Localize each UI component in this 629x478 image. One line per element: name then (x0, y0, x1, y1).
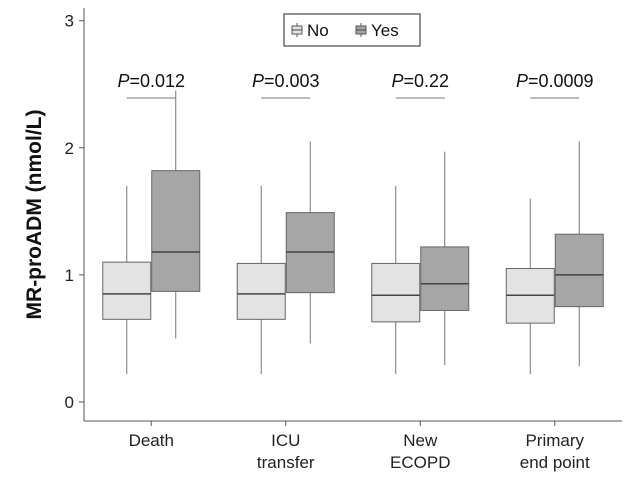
box-no (505, 198, 555, 374)
box-no (102, 185, 152, 374)
y-tick-label: 3 (65, 12, 74, 31)
p-value-label: P=0.0009 (516, 71, 594, 91)
p-value-label: P=0.22 (391, 71, 449, 91)
y-tick-label: 1 (65, 266, 74, 285)
box-no (236, 185, 286, 374)
legend-key-no (291, 23, 303, 37)
y-tick-label: 2 (65, 139, 74, 158)
box-iqr (236, 262, 286, 320)
box-iqr (371, 262, 421, 323)
box-yes (285, 141, 335, 344)
x-category-label: ICU transfer (257, 431, 315, 472)
box-iqr (102, 261, 152, 320)
box-iqr (554, 233, 604, 308)
x-category-label: New ECOPD (390, 431, 450, 472)
x-category-label: Death (129, 431, 174, 450)
legend-frame (283, 13, 421, 47)
y-axis-title: MR-proADM (nmol/L) (23, 110, 46, 320)
box-iqr (151, 170, 201, 292)
y-tick-label: 0 (65, 393, 74, 412)
p-value-label: P=0.012 (117, 71, 185, 91)
box-yes (151, 90, 201, 339)
x-category-label: Primary end point (520, 431, 590, 472)
legend-label-yes: Yes (371, 21, 399, 40)
box-no (371, 185, 421, 374)
p-value-label: P=0.003 (252, 71, 320, 91)
legend-key-yes (355, 23, 367, 37)
legend-label-no: No (307, 21, 329, 40)
box-yes (420, 151, 470, 366)
box-yes (554, 141, 604, 367)
legend: No Yes (283, 13, 421, 47)
box-iqr (420, 246, 470, 311)
